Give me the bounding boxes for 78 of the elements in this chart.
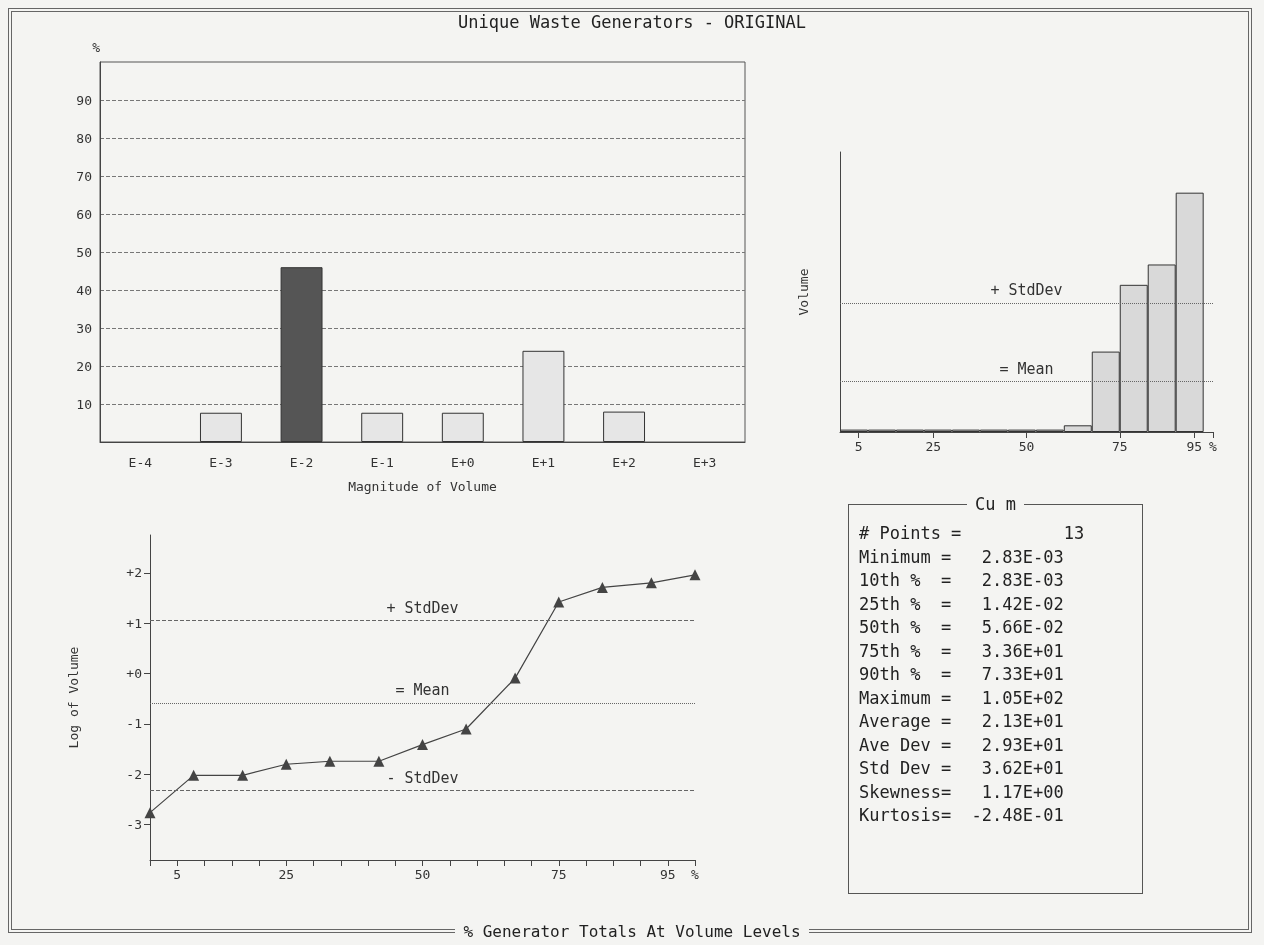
x-tick-label: % xyxy=(691,867,700,882)
bar xyxy=(361,412,404,442)
text: % Generator Totals At Volume Levels xyxy=(455,922,809,941)
point xyxy=(460,723,472,735)
point xyxy=(237,769,249,781)
x-tick-label: 5 xyxy=(173,867,182,882)
bar xyxy=(441,412,484,442)
text: 75th % = 3.36E+01 xyxy=(859,639,1065,663)
bar xyxy=(522,350,565,442)
y-tick-label: 70 xyxy=(76,168,92,184)
bar xyxy=(603,411,646,442)
y-tick-label: 10 xyxy=(76,396,92,412)
y-tick-label: 50 xyxy=(76,244,92,260)
x-tick-label: E-3 xyxy=(209,455,233,470)
x-tick-label: 75 xyxy=(1111,439,1128,454)
text: Cu m xyxy=(974,494,1017,514)
point xyxy=(689,569,701,581)
point xyxy=(324,755,336,767)
text: Skewness= 1.17E+00 xyxy=(859,780,1065,804)
x-tick-label: 95 xyxy=(659,867,676,882)
ref-line-label: + StdDev xyxy=(990,281,1063,300)
y-axis-title: Volume xyxy=(796,268,811,316)
y-tick-label: +1 xyxy=(126,615,142,631)
y-tick-label: 80 xyxy=(76,130,92,146)
y-tick-label: -3 xyxy=(126,817,142,833)
x-tick-label: % xyxy=(1209,439,1218,454)
text: 10th % = 2.83E-03 xyxy=(859,569,1065,592)
bar xyxy=(199,412,242,442)
x-tick-label: E-1 xyxy=(370,455,394,470)
x-tick-label: E+1 xyxy=(531,455,556,470)
x-tick-label: 25 xyxy=(925,439,942,454)
y-tick-label: 60 xyxy=(76,206,92,222)
x-tick-label: E+2 xyxy=(612,455,636,470)
y-tick-label: -1 xyxy=(126,716,142,732)
text: Kurtosis= -2.48E-01 xyxy=(859,804,1065,827)
point xyxy=(373,755,385,767)
y-tick-label: 90 xyxy=(76,92,92,108)
x-tick-label: 75 xyxy=(550,867,567,882)
x-tick-label: 50 xyxy=(1018,439,1035,454)
point xyxy=(188,769,200,781)
text: 25th % = 1.42E-02 xyxy=(859,592,1065,616)
text: Std Dev = 3.62E+01 xyxy=(859,757,1065,780)
point xyxy=(509,672,521,684)
x-axis-title: Magnitude of Volume xyxy=(348,479,498,494)
text: Ave Dev = 2.93E+01 xyxy=(859,733,1065,757)
y-tick-label: +2 xyxy=(126,565,142,581)
point xyxy=(553,596,565,608)
y-axis-title: % xyxy=(92,40,101,55)
y-tick-label: -2 xyxy=(126,766,142,782)
text: Maximum = 1.05E+02 xyxy=(859,686,1065,710)
text: Average = 2.13E+01 xyxy=(859,710,1065,733)
point xyxy=(645,577,657,589)
text: 90th % = 7.33E+01 xyxy=(859,663,1065,686)
ref-line-label: + StdDev xyxy=(386,598,459,617)
y-tick-label: 30 xyxy=(76,320,92,336)
point xyxy=(280,758,292,770)
x-tick-label: 25 xyxy=(278,867,295,882)
point xyxy=(596,581,608,593)
chart-title: Unique Waste Generators - ORIGINAL xyxy=(450,12,814,32)
x-tick-label: E+0 xyxy=(451,455,475,470)
x-tick-label: 5 xyxy=(854,439,863,454)
text: # Points = 13 xyxy=(859,522,1086,545)
x-tick-label: E+3 xyxy=(692,455,717,470)
text: 50th % = 5.66E-02 xyxy=(859,616,1065,639)
text: Minimum = 2.83E-03 xyxy=(859,545,1065,569)
point xyxy=(144,807,156,819)
y-axis-title: Log of Volume xyxy=(66,646,81,749)
ref-line-label: = Mean xyxy=(395,681,450,700)
y-tick-label: 20 xyxy=(76,358,92,374)
ref-line-label: - StdDev xyxy=(386,768,459,787)
ref-line-label: = Mean xyxy=(999,360,1054,379)
x-tick-label: 50 xyxy=(414,867,431,882)
x-tick-label: E-2 xyxy=(289,455,314,470)
x-tick-label: 95 xyxy=(1186,439,1203,454)
y-tick-label: +0 xyxy=(126,666,142,682)
point xyxy=(417,739,428,751)
y-tick-label: 40 xyxy=(76,282,92,298)
x-tick-label: E-4 xyxy=(128,455,153,470)
